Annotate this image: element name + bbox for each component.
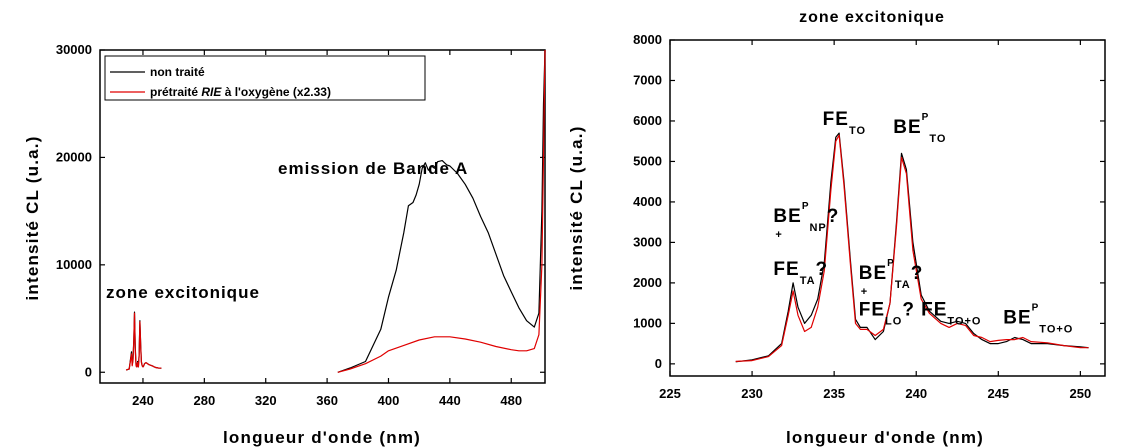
right-chart: zone excitonique 225 230 235 240 245 250 0 1000… xyxy=(567,9,1106,447)
left-plot-frame xyxy=(99,49,546,384)
left-x-axis-label: longueur d'onde (nm) xyxy=(223,428,421,447)
right-x-tick-label: 225 xyxy=(659,386,681,401)
left-y-tick-label: 0 xyxy=(85,364,92,379)
left-series-pretraite xyxy=(125,312,162,371)
right-y-tick-label: 2000 xyxy=(633,275,662,290)
peak-annotation: FETO xyxy=(823,109,866,137)
right-x-axis-label: longueur d'onde (nm) xyxy=(786,428,984,447)
peak-annotation: BEPTO xyxy=(893,112,946,145)
right-chart-title: zone excitonique xyxy=(799,9,945,26)
right-series-pretraite xyxy=(735,134,1089,362)
right-x-tick-label: 245 xyxy=(987,386,1009,401)
legend-label-pretraite: prétraité RIE à l'oxygène (x2.33) xyxy=(150,85,331,99)
left-x-tick-label: 320 xyxy=(255,393,277,408)
right-x-tick-label: 240 xyxy=(905,386,927,401)
right-x-tick-label: 250 xyxy=(1070,386,1092,401)
left-legend: non traité prétraité RIE à l'oxygène (x2… xyxy=(104,55,426,101)
left-x-tick-label: 440 xyxy=(439,393,461,408)
right-y-tick-label: 4000 xyxy=(633,194,662,209)
peak-annotation: BEPNP? xyxy=(773,201,839,234)
right-x-tick-label: 230 xyxy=(741,386,763,401)
right-plot-frame xyxy=(669,39,1106,377)
left-y-tick-label: 30000 xyxy=(56,42,92,57)
left-y-tick-label: 10000 xyxy=(56,257,92,272)
right-series xyxy=(735,132,1089,363)
right-y-tick-label: 3000 xyxy=(633,234,662,249)
right-x-tick-label: 235 xyxy=(823,386,845,401)
peak-annotation: FETA? xyxy=(773,259,828,287)
right-y-tick-label: 1000 xyxy=(633,315,662,330)
annotation-zone: zone excitonique xyxy=(106,283,260,302)
peak-annotation: BEPTO+O xyxy=(1003,302,1073,335)
annotation-emission: emission de Bande A xyxy=(278,159,468,178)
left-series-non-traite xyxy=(337,49,546,373)
peak-annotation-marker: + xyxy=(861,286,867,298)
peak-annotation-marker: + xyxy=(775,229,781,241)
left-series xyxy=(125,49,546,373)
right-ticks: 225 230 235 240 245 250 0 1000 2000 3000 4000 5000 6… xyxy=(633,32,1105,401)
left-ticks: 240 280 320 360 400 440 480 0 10000 20000 30000 xyxy=(56,42,545,408)
left-x-tick-label: 400 xyxy=(378,393,400,408)
right-y-axis-label: intensité CL (u.a.) xyxy=(567,125,586,290)
left-series-pretraite xyxy=(337,49,546,373)
left-y-axis-label: intensité CL (u.a.) xyxy=(23,135,42,300)
peak-annotation: FELO? xyxy=(859,299,915,327)
left-x-tick-label: 280 xyxy=(193,393,215,408)
legend-label-non-traite: non traité xyxy=(150,65,205,79)
peak-annotation: FETO+O xyxy=(921,299,981,327)
left-x-tick-label: 480 xyxy=(500,393,522,408)
right-y-tick-label: 7000 xyxy=(633,72,662,87)
left-y-tick-label: 20000 xyxy=(56,149,92,164)
left-x-tick-label: 240 xyxy=(132,393,154,408)
left-chart: 240 280 320 360 400 440 480 0 10000 20000 30000 no… xyxy=(23,42,546,447)
legend-box xyxy=(104,55,426,101)
peak-annotation: BEPTA? xyxy=(859,258,924,291)
right-y-tick-label: 8000 xyxy=(633,32,662,47)
right-y-tick-label: 5000 xyxy=(633,153,662,168)
right-y-tick-label: 0 xyxy=(655,356,662,371)
right-y-tick-label: 6000 xyxy=(633,113,662,128)
left-x-tick-label: 360 xyxy=(316,393,338,408)
